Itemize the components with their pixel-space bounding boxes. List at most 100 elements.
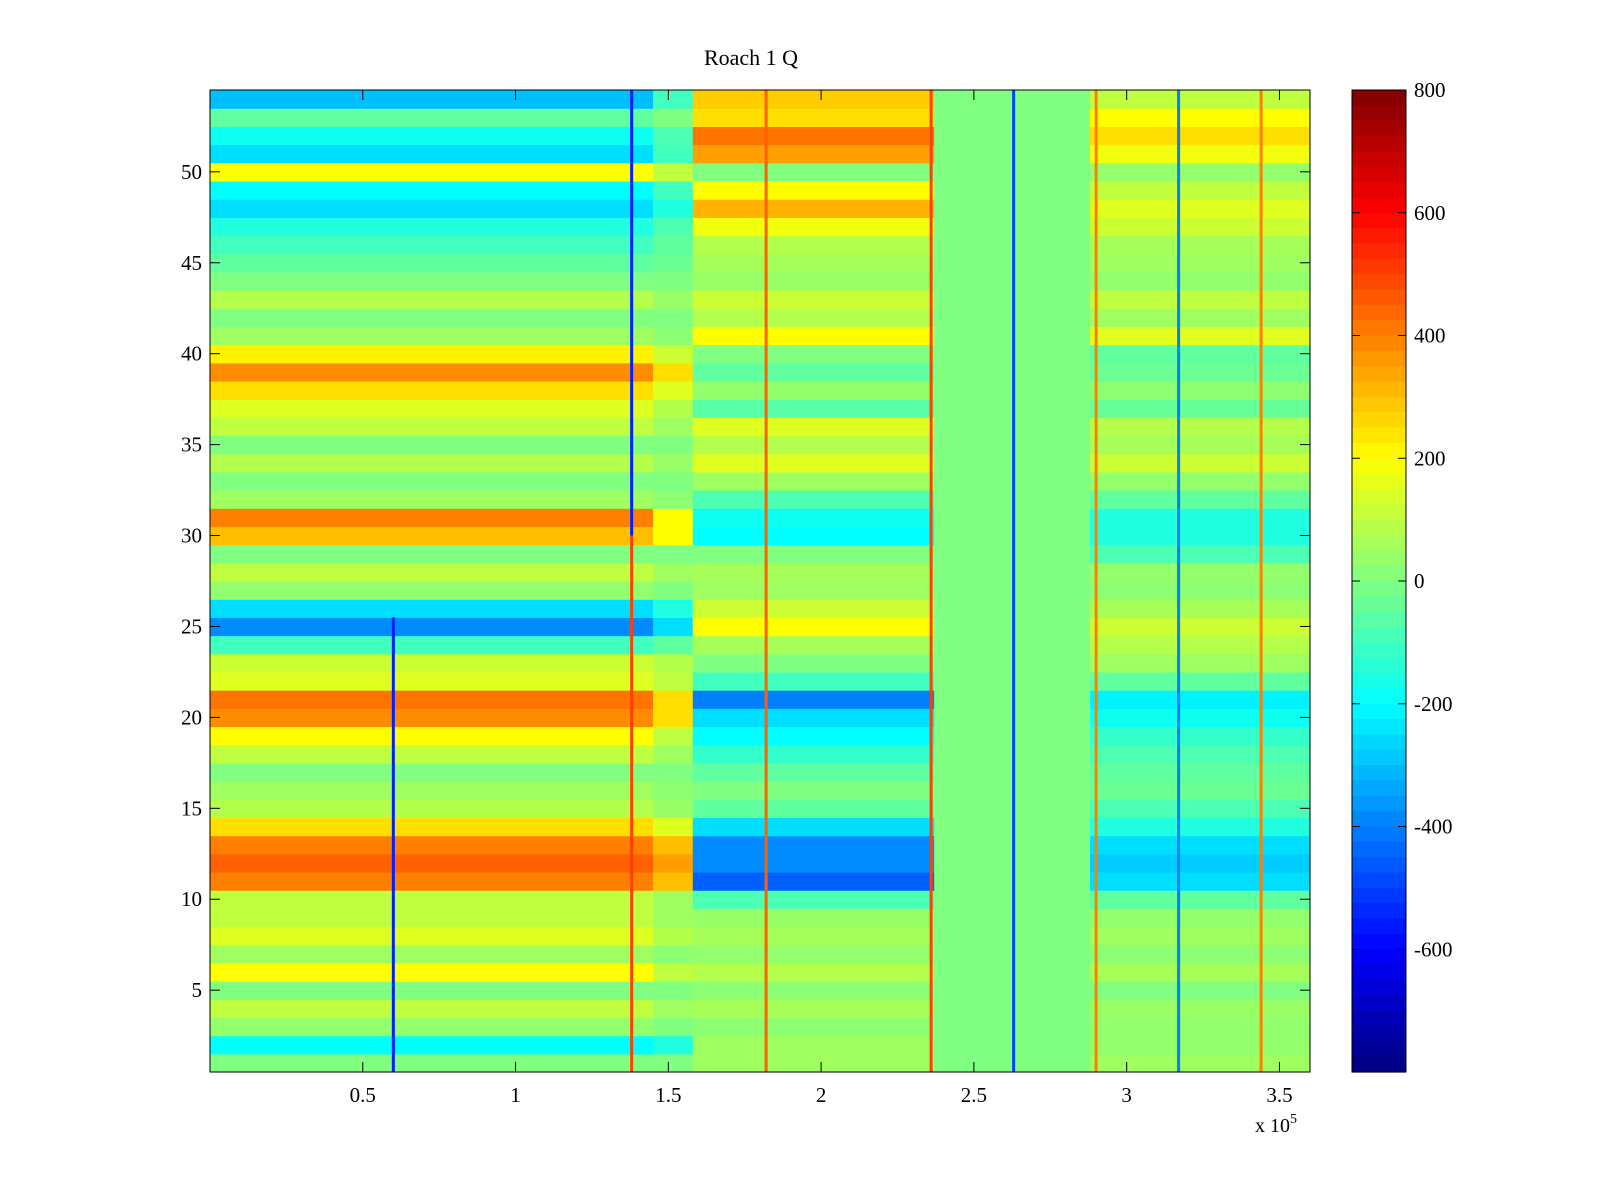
heatmap-cell bbox=[653, 690, 694, 709]
heatmap-cell bbox=[210, 199, 654, 218]
heatmap-streak bbox=[1094, 90, 1098, 1072]
heatmap-cell bbox=[210, 417, 654, 437]
heatmap-cell bbox=[210, 926, 654, 946]
heatmap-cell bbox=[1090, 435, 1311, 455]
heatmap-cell bbox=[653, 471, 694, 491]
heatmap-cell bbox=[210, 508, 654, 528]
heatmap-cell bbox=[1090, 108, 1311, 127]
heatmap-cell bbox=[1090, 126, 1311, 146]
x-tick-label: 0.5 bbox=[350, 1083, 376, 1107]
colorbar-swatch bbox=[1352, 765, 1406, 782]
heatmap-cell bbox=[210, 1017, 654, 1037]
heatmap-cell bbox=[1090, 362, 1311, 382]
heatmap-cell bbox=[692, 908, 935, 928]
heatmap-cell bbox=[653, 90, 694, 109]
heatmap-cell bbox=[1090, 817, 1311, 837]
colorbar-swatch bbox=[1352, 903, 1406, 920]
colorbar-swatch bbox=[1352, 703, 1406, 720]
heatmap-cell bbox=[1090, 744, 1311, 764]
colorbar-swatch bbox=[1352, 289, 1406, 306]
colorbar-swatch bbox=[1352, 504, 1406, 521]
heatmap-cell bbox=[1090, 199, 1311, 218]
heatmap-cell bbox=[1090, 453, 1311, 473]
heatmap-cell bbox=[692, 308, 935, 328]
colorbar-swatch bbox=[1352, 166, 1406, 183]
heatmap-cell bbox=[1090, 526, 1311, 546]
heatmap-cell bbox=[1090, 217, 1311, 237]
y-tick-label: 25 bbox=[181, 614, 202, 638]
heatmap-cell bbox=[210, 126, 654, 146]
heatmap-cell bbox=[210, 1053, 654, 1073]
heatmap-cell bbox=[653, 962, 694, 982]
heatmap-cell bbox=[653, 944, 694, 964]
heatmap-cell bbox=[653, 871, 694, 891]
heatmap-cell bbox=[692, 90, 935, 109]
heatmap-cell bbox=[692, 544, 935, 564]
heatmap-cell bbox=[653, 326, 694, 346]
heatmap-cell bbox=[692, 235, 935, 255]
heatmap-cell bbox=[210, 708, 654, 728]
y-axis-ticks: 5 10 15 20 25 30 35 40 45 50 bbox=[181, 160, 1310, 1002]
heatmap-cell bbox=[1090, 617, 1311, 637]
heatmap-cell bbox=[210, 726, 654, 746]
heatmap-cell bbox=[210, 835, 654, 855]
heatmap-cell bbox=[210, 853, 654, 873]
colorbar-tick-label: -200 bbox=[1414, 692, 1453, 716]
heatmap-cell bbox=[653, 271, 694, 291]
colorbar-swatch bbox=[1352, 105, 1406, 122]
chart-title: Roach 1 Q bbox=[704, 45, 798, 70]
heatmap-streak bbox=[1259, 90, 1263, 1072]
heatmap-cell bbox=[1090, 999, 1311, 1019]
y-tick-label: 50 bbox=[181, 160, 202, 184]
heatmap-cell bbox=[210, 890, 654, 909]
heatmap-cell bbox=[653, 926, 694, 946]
heatmap-cell bbox=[210, 671, 654, 691]
heatmap-cell bbox=[1090, 344, 1311, 364]
colorbar-swatch bbox=[1352, 90, 1406, 106]
colorbar-swatch bbox=[1352, 841, 1406, 858]
heatmap-cell bbox=[210, 162, 654, 182]
heatmap-cell bbox=[692, 635, 935, 655]
heatmap-cell bbox=[1090, 726, 1311, 746]
heatmap-cell bbox=[692, 108, 935, 127]
heatmap-streak bbox=[630, 535, 634, 1072]
heatmap-cell bbox=[210, 380, 654, 400]
colorbar-swatch bbox=[1352, 427, 1406, 444]
heatmap-cell bbox=[210, 544, 654, 564]
heatmap-cell bbox=[653, 399, 694, 418]
colorbar-swatch bbox=[1352, 304, 1406, 321]
heatmap-cell bbox=[653, 217, 694, 237]
heatmap-cell bbox=[653, 453, 694, 473]
heatmap-cell bbox=[653, 235, 694, 255]
heatmap-cell bbox=[692, 290, 935, 309]
heatmap-cell bbox=[692, 271, 935, 291]
colorbar-tick-label: 800 bbox=[1414, 78, 1446, 102]
colorbar-swatch bbox=[1352, 1041, 1406, 1058]
heatmap-cell bbox=[692, 726, 935, 746]
heatmap-cell bbox=[210, 235, 654, 255]
colorbar-swatch bbox=[1352, 519, 1406, 536]
heatmap-cell bbox=[210, 144, 654, 164]
colorbar-swatch bbox=[1352, 596, 1406, 613]
colorbar-swatch bbox=[1352, 228, 1406, 245]
heatmap-cell bbox=[692, 708, 935, 728]
heatmap-cell bbox=[1090, 90, 1311, 109]
colorbar-swatch bbox=[1352, 581, 1406, 597]
colorbar-swatch bbox=[1352, 274, 1406, 291]
colorbar-swatch bbox=[1352, 550, 1406, 567]
heatmap-cell bbox=[653, 981, 694, 1000]
heatmap-cell bbox=[210, 562, 654, 582]
heatmap-streak bbox=[1012, 90, 1016, 1072]
heatmap-cell bbox=[653, 108, 694, 127]
colorbar-swatch bbox=[1352, 565, 1406, 582]
colorbar-swatch bbox=[1352, 335, 1406, 352]
heatmap-cell bbox=[1090, 1035, 1311, 1055]
heatmap-cell bbox=[692, 180, 935, 200]
colorbar bbox=[1351, 89, 1407, 1073]
heatmap-cell bbox=[1090, 290, 1311, 309]
colorbar-swatch bbox=[1352, 258, 1406, 275]
heatmap-cell bbox=[210, 217, 654, 237]
heatmap-cell bbox=[210, 90, 654, 109]
heatmap-streak bbox=[1177, 90, 1181, 1072]
heatmap-cell bbox=[210, 435, 654, 455]
